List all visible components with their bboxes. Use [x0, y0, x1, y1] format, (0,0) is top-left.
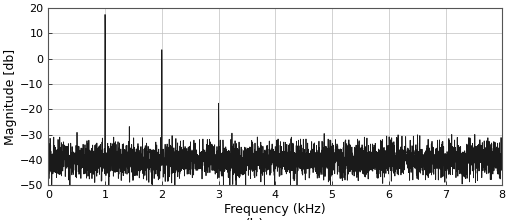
- X-axis label: Frequency (kHz): Frequency (kHz): [224, 203, 325, 216]
- Text: (b): (b): [245, 218, 264, 220]
- Y-axis label: Magnitude [db]: Magnitude [db]: [4, 49, 17, 145]
